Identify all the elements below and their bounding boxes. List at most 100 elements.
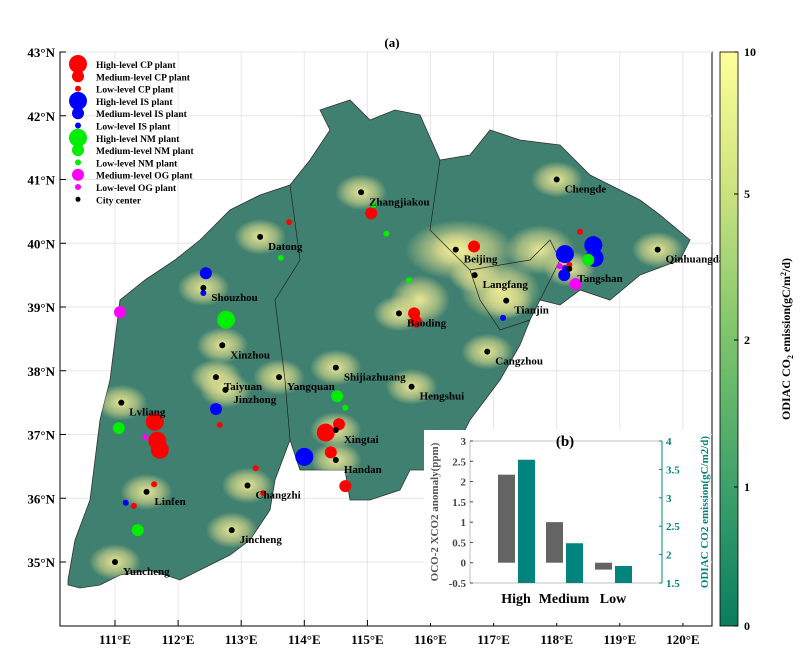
- legend-label: City center: [96, 196, 142, 206]
- city-center-marker: [503, 297, 510, 304]
- y-tick-label: 1.5: [452, 497, 466, 509]
- colorbar-tick-label: 1: [744, 480, 750, 494]
- y-tick-label: 0.5: [452, 537, 466, 549]
- colorbar: [719, 51, 739, 627]
- lat-tick-label: 38°N: [27, 364, 55, 379]
- panel-label-a: (a): [384, 35, 399, 50]
- low-cp-plant-marker: [130, 502, 137, 509]
- y2-axis-label: ODIAC CO2 emission(gC/m2/d): [699, 436, 711, 589]
- lon-tick-label: 113°E: [225, 632, 258, 647]
- bar-odiac-emission-medium: [566, 543, 583, 583]
- legend-marker: [72, 107, 84, 120]
- city-label: Langfang: [483, 279, 529, 291]
- legend-marker: [69, 128, 87, 147]
- low-is-plant-marker: [561, 265, 568, 272]
- province-border: [469, 269, 531, 331]
- medium-cp-plant-marker: [339, 480, 352, 493]
- city-label: Tangshan: [577, 273, 622, 285]
- city-center-marker: [553, 176, 560, 183]
- low-nm-plant-marker: [406, 277, 413, 284]
- category-label: Medium: [539, 592, 590, 607]
- colorbar-tick-label: 2: [744, 333, 750, 347]
- y2-tick-label: 3.5: [666, 464, 680, 476]
- low-og-plant-marker: [142, 434, 149, 441]
- city-label: Yangquan: [287, 381, 335, 393]
- y-tick-label: -0.5: [449, 578, 467, 590]
- low-og-plant-marker: [556, 263, 563, 270]
- legend-label: Medium-level NM plant: [96, 147, 194, 157]
- legend-marker: [75, 196, 81, 202]
- low-cp-plant-marker: [260, 490, 267, 497]
- city-label: Datong: [268, 241, 303, 253]
- city-center-marker: [228, 527, 235, 534]
- emission-hotspots: [89, 161, 684, 580]
- lat-tick-label: 36°N: [27, 491, 55, 506]
- low-cp-plant-marker: [252, 465, 259, 472]
- lon-tick-label: 114°E: [288, 632, 321, 647]
- city-center-marker: [332, 364, 339, 371]
- city-label: Yuncheng: [123, 566, 170, 578]
- legend-label: Medium-level OG plant: [96, 172, 193, 182]
- colorbar-label: ODIAC CO2 emission(gC/m2/d): [779, 258, 795, 420]
- lon-tick-label: 118°E: [540, 632, 573, 647]
- city-label: Hengshui: [420, 391, 465, 403]
- high-is-plant-marker: [555, 245, 574, 264]
- low-is-plant-marker: [122, 499, 129, 506]
- city-label: Jincheng: [240, 534, 283, 546]
- legend-marker: [75, 122, 81, 129]
- medium-is-plant-marker: [558, 269, 571, 282]
- city-label: Beijing: [464, 254, 498, 266]
- y2-tick-label: 1.5: [666, 578, 680, 590]
- province-border: [274, 184, 301, 441]
- city-center-marker: [484, 348, 491, 355]
- low-cp-plant-marker: [151, 481, 158, 488]
- city-center-marker: [408, 383, 415, 390]
- low-cp-plant-marker: [286, 219, 293, 226]
- medium-og-plant-marker: [114, 306, 127, 319]
- medium-cp-plant-marker: [324, 446, 337, 459]
- legend-marker: [69, 91, 87, 110]
- low-is-plant-marker: [200, 289, 207, 296]
- city-center-marker: [219, 342, 226, 349]
- city-center-marker: [332, 427, 339, 434]
- city-center-marker: [395, 310, 402, 317]
- lon-tick-label: 115°E: [351, 632, 384, 647]
- legend-label: High-level IS plant: [96, 98, 173, 108]
- legend-label: Low-level NM plant: [96, 159, 178, 169]
- y2-tick-label: 4: [666, 436, 672, 448]
- legend-marker: [75, 159, 81, 166]
- y2-tick-label: 3: [666, 493, 672, 505]
- city-label: Linfen: [155, 496, 186, 508]
- city-center-marker: [471, 272, 478, 279]
- lon-tick-label: 111°E: [99, 632, 131, 647]
- y2-tick-label: 2.5: [666, 521, 680, 533]
- city-center-marker: [257, 233, 264, 240]
- city-label: Baoding: [407, 317, 447, 329]
- city-center-marker: [112, 559, 118, 565]
- y-tick-label: 2.5: [452, 456, 466, 468]
- city-center-marker: [276, 374, 283, 381]
- city-label: Changzhi: [256, 490, 301, 502]
- city-label: Jinzhong: [233, 394, 276, 406]
- lat-tick-label: 42°N: [27, 109, 55, 124]
- city-center-marker: [222, 386, 229, 393]
- lat-tick-label: 40°N: [27, 236, 55, 251]
- city-center-marker: [332, 457, 339, 463]
- category-label: Low: [600, 592, 627, 607]
- legend-label: Low-level CP plant: [96, 86, 174, 96]
- legend-label: Low-level OG plant: [96, 184, 177, 194]
- bar-odiac-emission-high: [518, 459, 535, 583]
- city-center-marker: [654, 246, 661, 253]
- legend-label: Medium-level CP plant: [96, 73, 191, 83]
- bar-odiac-emission-low: [615, 565, 632, 583]
- city-label: Qinhuangdao: [666, 254, 731, 266]
- lon-tick-label: 119°E: [603, 632, 636, 647]
- low-nm-plant-marker: [342, 404, 349, 411]
- legend-label: High-level CP plant: [96, 61, 177, 71]
- legend-marker: [72, 144, 84, 157]
- city-label: Chengde: [565, 184, 607, 196]
- panel-label-b: (b): [556, 434, 574, 450]
- y2-tick-label: 2: [666, 550, 672, 562]
